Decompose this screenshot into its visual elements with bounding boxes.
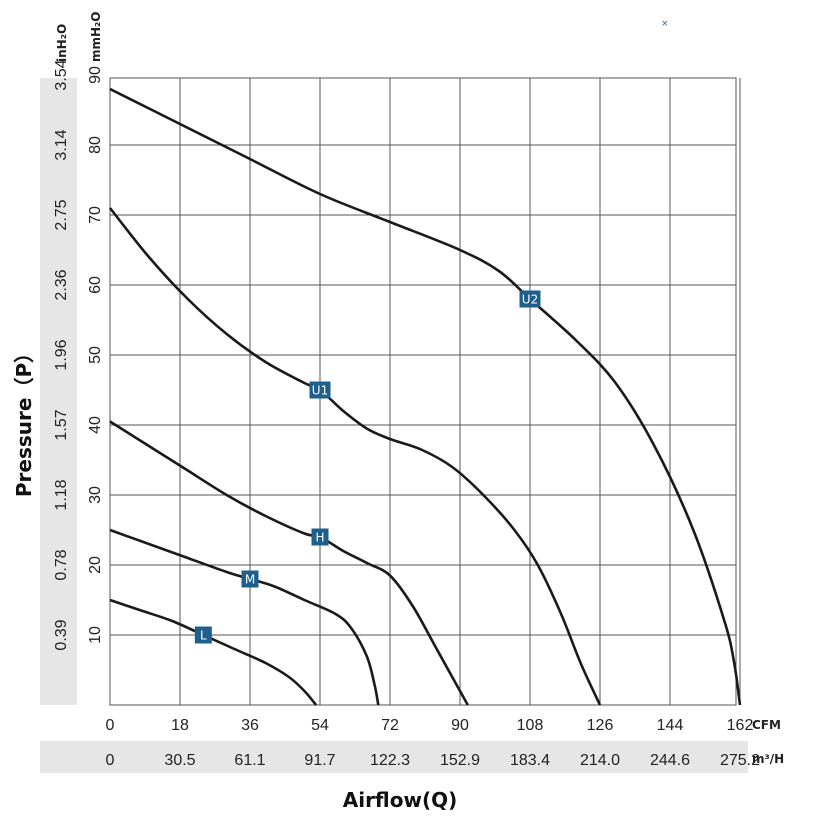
y-tick-label-secondary: 1.96 (53, 339, 70, 370)
y-tick-label: 70 (87, 206, 104, 224)
x-tick-label: 144 (657, 717, 684, 734)
x-tick-label-secondary: 61.1 (234, 752, 265, 769)
y-unit-primary: mmH₂O (89, 11, 103, 62)
badge-m (241, 570, 259, 588)
x-tick-label: 162 (727, 717, 754, 734)
x-ticks-cfm: 0 18 36 54 72 90 108 126 144 162 (106, 717, 754, 734)
badge-label-h: H (315, 531, 324, 545)
x-tick-label-secondary: 0 (106, 752, 115, 769)
x-tick-label: 126 (587, 717, 614, 734)
badge-label-u1: U1 (312, 384, 328, 398)
badge-l (194, 626, 212, 644)
x-tick-label: 72 (381, 717, 399, 734)
y-tick-label-secondary: 3.54 (53, 59, 70, 90)
badge-label-l: L (200, 629, 207, 643)
y-tick-label-secondary: 1.57 (53, 409, 70, 440)
plot-frame (109, 77, 737, 706)
curve-labels: U2 U1 H M L (194, 290, 541, 644)
curve-u2 (109, 87, 742, 706)
grid (109, 77, 741, 706)
y-ticks-mmh2o: 10 20 30 40 50 60 70 80 90 (87, 66, 104, 644)
y-tick-label: 60 (87, 276, 104, 294)
curve-h (109, 420, 469, 706)
badge-u1 (309, 381, 331, 399)
y-tick-label: 10 (87, 626, 104, 644)
y-tick-label: 90 (87, 66, 104, 84)
x-tick-label-secondary: 183.4 (510, 752, 550, 769)
x-tick-label-secondary: 244.6 (650, 752, 690, 769)
bottom-axis-band (40, 741, 748, 773)
y-axis-title: Pressure（P） (12, 343, 36, 497)
x-ticks-m3h: 0 30.5 61.1 91.7 122.3 152.9 183.4 214.0 244.6 27… (106, 752, 761, 769)
x-tick-label: 0 (106, 717, 115, 734)
y-tick-label-secondary: 1.18 (53, 479, 70, 510)
badge-u2 (519, 290, 541, 308)
curve-u1 (108, 207, 602, 706)
y-tick-label-secondary: 0.78 (53, 549, 70, 580)
y-tick-label-secondary: 2.36 (53, 269, 70, 300)
badge-h (311, 528, 329, 546)
curve-l (109, 598, 318, 706)
x-tick-label: 90 (451, 717, 469, 734)
x-tick-label: 54 (311, 717, 329, 734)
x-tick-label: 18 (171, 717, 189, 734)
y-tick-label: 40 (87, 416, 104, 434)
x-tick-label-secondary: 91.7 (304, 752, 335, 769)
y-tick-label-secondary: 3.14 (53, 129, 70, 160)
x-tick-label-secondary: 122.3 (370, 752, 410, 769)
y-ticks-inh2o: 0.39 0.78 1.18 1.57 1.96 2.36 2.75 3.14 3.54 (53, 59, 70, 650)
x-unit-primary: CFM (752, 718, 781, 732)
curve-m (109, 528, 380, 706)
y-tick-label: 50 (87, 346, 104, 364)
y-tick-label: 30 (87, 486, 104, 504)
y-tick-label: 80 (87, 136, 104, 154)
x-tick-label-secondary: 152.9 (440, 752, 480, 769)
corner-mark: × (661, 19, 669, 29)
badge-label-u2: U2 (522, 293, 538, 307)
y-tick-label-secondary: 0.39 (53, 619, 70, 650)
y-unit-secondary: inH₂O (55, 24, 69, 62)
x-tick-label: 36 (241, 717, 259, 734)
badge-label-m: M (245, 573, 255, 587)
curves (108, 87, 742, 706)
y-tick-label: 20 (87, 556, 104, 574)
x-axis-title: Airflow(Q) (343, 788, 458, 812)
x-tick-label-secondary: 30.5 (164, 752, 195, 769)
x-unit-secondary: m³/H (752, 752, 784, 766)
x-tick-label-secondary: 214.0 (580, 752, 620, 769)
x-tick-label-secondary: 275.2 (720, 752, 760, 769)
left-axis-band (40, 78, 77, 705)
y-tick-label-secondary: 2.75 (53, 199, 70, 230)
x-tick-label: 108 (517, 717, 544, 734)
